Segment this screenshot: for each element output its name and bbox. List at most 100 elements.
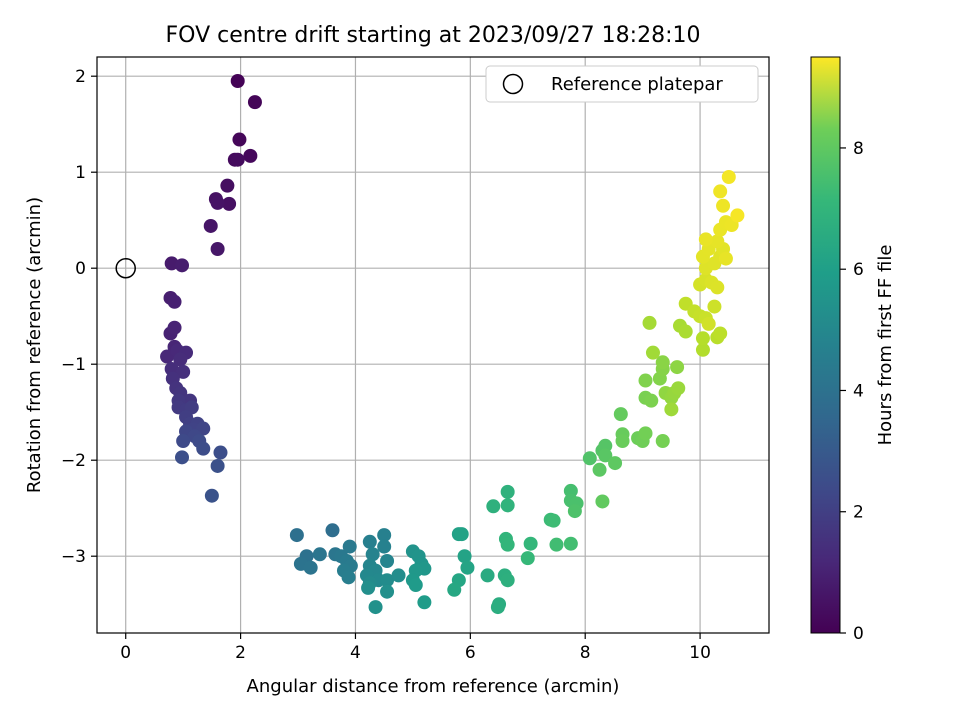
reference-point-marker [115, 257, 136, 279]
data-point [707, 299, 722, 314]
x-tick-label: 0 [120, 643, 131, 663]
data-point [701, 316, 716, 331]
colorbar-tick-label: 6 [853, 260, 864, 280]
data-point [520, 551, 535, 566]
data-point [608, 456, 623, 471]
data-point [342, 539, 357, 554]
data-point [196, 441, 211, 456]
data-point [638, 373, 653, 388]
x-axis-ticks: 0 2 4 6 8 10 [120, 633, 711, 663]
data-point [613, 407, 628, 422]
y-axis-ticks: −3 −2 −1 0 1 2 [61, 67, 97, 567]
data-point [500, 484, 515, 499]
data-point [695, 331, 710, 346]
data-point [523, 536, 538, 551]
colorbar-label: Hours from first FF file [875, 245, 896, 446]
data-point [546, 513, 561, 528]
data-point [454, 527, 469, 542]
data-point [247, 95, 262, 110]
data-point [447, 582, 462, 597]
data-point [380, 584, 395, 599]
data-point [644, 393, 659, 408]
x-tick-label: 2 [235, 643, 246, 663]
legend-label: Reference platepar [551, 74, 723, 95]
colorbar-gradient [810, 56, 841, 634]
data-point [175, 450, 190, 465]
data-point [167, 320, 182, 335]
grid-lines [97, 57, 769, 633]
colorbar-ticks: 0 2 4 6 8 [840, 139, 864, 644]
y-tick-label: 2 [75, 67, 86, 87]
data-point [167, 294, 182, 309]
data-point [582, 451, 597, 466]
data-point [230, 152, 245, 167]
data-point [175, 258, 190, 273]
data-point [655, 434, 670, 448]
data-point [391, 568, 406, 583]
data-point [642, 315, 657, 330]
data-point [695, 342, 710, 357]
data-point [490, 600, 505, 615]
data-point [645, 345, 660, 360]
data-point [671, 381, 686, 396]
data-point [210, 458, 225, 473]
data-point [380, 554, 395, 568]
data-point [243, 148, 258, 163]
data-point [408, 578, 423, 592]
y-tick-label: −1 [61, 355, 86, 375]
data-point [160, 349, 175, 364]
data-point [312, 547, 327, 562]
data-point [457, 549, 472, 564]
data-point [210, 242, 225, 256]
x-tick-label: 6 [465, 643, 476, 663]
data-point [220, 178, 235, 193]
data-point [176, 364, 191, 379]
data-point [417, 595, 432, 610]
colorbar-tick-label: 8 [853, 139, 864, 159]
data-point [592, 462, 607, 477]
y-tick-label: −2 [61, 451, 86, 471]
colorbar-tick-label: 0 [853, 624, 864, 644]
data-point [377, 528, 392, 543]
data-point [638, 426, 653, 441]
data-point [232, 132, 247, 147]
data-point [500, 537, 515, 552]
colorbar-tick-label: 4 [853, 381, 864, 401]
data-point [718, 251, 733, 266]
plot-frame [96, 56, 770, 634]
data-point [480, 568, 495, 583]
data-point [678, 324, 693, 339]
data-point [164, 256, 179, 271]
data-point [567, 504, 582, 519]
data-point [460, 560, 475, 575]
data-point [710, 280, 725, 295]
data-point [730, 208, 745, 223]
data-point [289, 528, 304, 543]
x-axis-label: Angular distance from reference (arcmin) [247, 676, 620, 697]
data-point [222, 196, 237, 211]
data-point [204, 488, 219, 503]
data-point [173, 352, 188, 367]
x-tick-label: 4 [350, 643, 361, 663]
data-point [549, 537, 564, 552]
y-axis-label: Rotation from reference (arcmin) [24, 197, 45, 493]
data-point [563, 483, 578, 498]
y-tick-label: 0 [75, 259, 86, 279]
y-tick-label: 1 [75, 163, 86, 183]
legend-box [485, 65, 759, 103]
legend: Reference platepar [485, 65, 759, 103]
data-point [486, 499, 501, 514]
legend-marker-icon [502, 73, 524, 95]
data-point [598, 448, 613, 463]
data-point [203, 218, 218, 233]
data-points [115, 74, 745, 615]
data-point [563, 536, 578, 551]
data-point [595, 494, 610, 509]
data-point [176, 434, 191, 448]
data-point [380, 573, 395, 588]
data-point [210, 195, 225, 210]
data-point [664, 402, 679, 417]
data-point [670, 360, 685, 375]
data-point [710, 234, 725, 249]
